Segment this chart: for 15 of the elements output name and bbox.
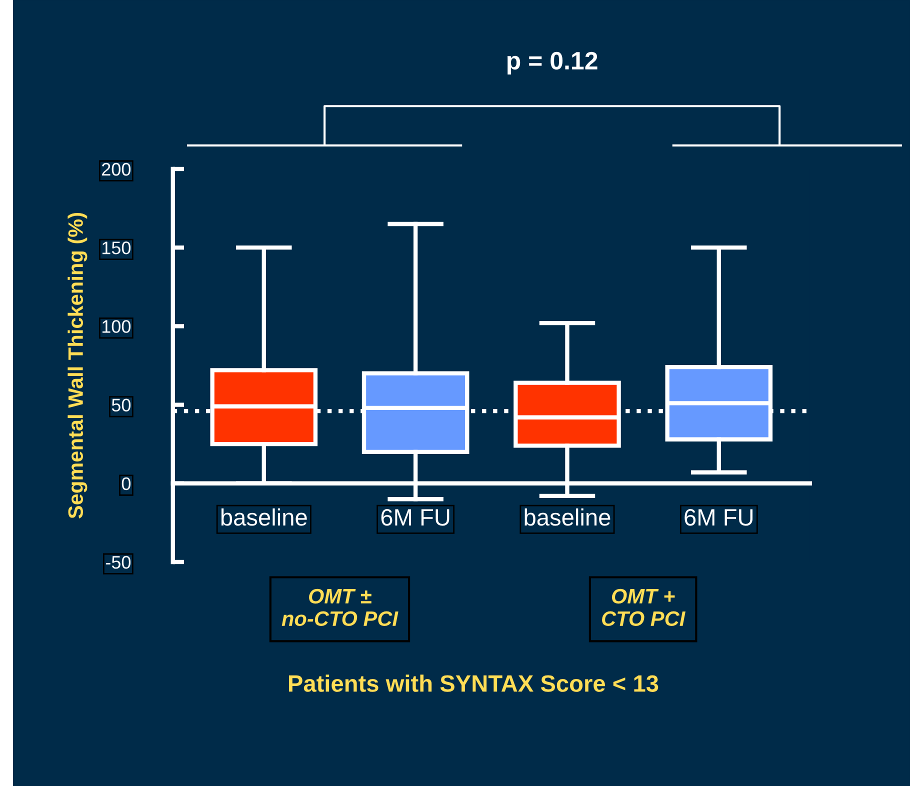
y-tick-label: 50 [112, 398, 131, 412]
y-tick-label: 100 [102, 320, 131, 333]
y-tick-label: -50 [106, 556, 131, 569]
x-tick-label: baseline [524, 508, 610, 526]
y-tick-label: 0 [122, 477, 131, 490]
x-tick-label: baseline [221, 508, 307, 526]
text: OMT ± no-CTO PCI [282, 588, 398, 626]
x-tick-label: 6M FU [381, 509, 450, 526]
x-axis-title: Patients with SYNTAX Score < 13 [289, 674, 658, 692]
y-tick-label: 200 [102, 162, 131, 176]
text: OMT + CTO PCI [602, 588, 686, 626]
y-tick-label: 150 [102, 242, 131, 254]
chart-title: p = 0.12 [508, 52, 598, 75]
y-axis-title: Segmental Wall Thickening (%) [68, 212, 88, 518]
x-tick-label: 6M FU [684, 509, 752, 526]
